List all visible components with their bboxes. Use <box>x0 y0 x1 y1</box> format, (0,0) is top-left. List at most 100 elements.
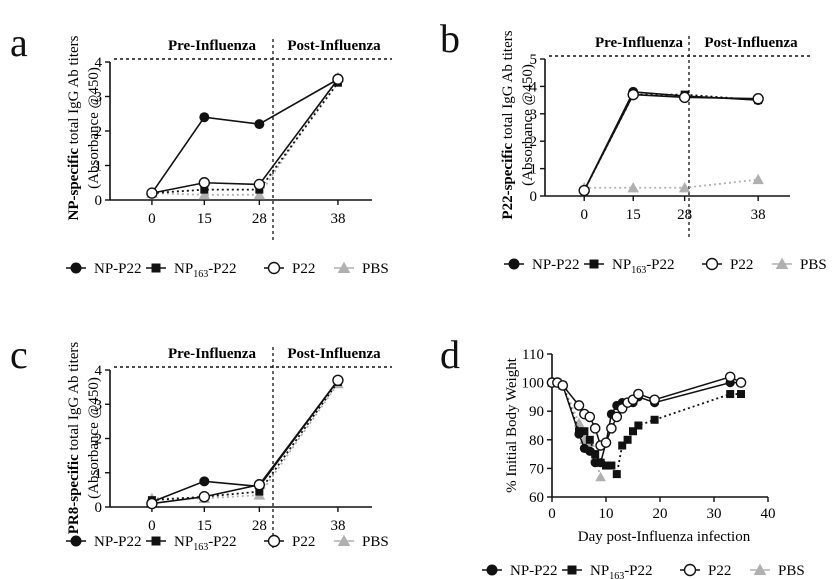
y-tick-label: 4 <box>95 363 103 379</box>
data-point <box>724 371 736 383</box>
x-tick-label: 38 <box>751 207 766 223</box>
data-point <box>600 437 612 448</box>
legend: NP-P22 NP163-P22 P22 PBS <box>66 534 389 553</box>
legend-label-sub: 163 <box>609 571 624 579</box>
series-line <box>584 178 759 189</box>
legend-label: NP163-P22 <box>174 534 237 553</box>
y-tick-label: 0 <box>95 193 103 209</box>
legend-label-main: NP <box>612 257 631 273</box>
legend-label-tail: -P22 <box>646 257 674 273</box>
series-np163-p22 <box>147 78 342 198</box>
legend-item: NP-P22 <box>66 261 142 277</box>
x-tick-label: 15 <box>626 207 641 223</box>
legend-label-main: P22 <box>292 261 315 277</box>
series-p22 <box>146 73 344 199</box>
data-point <box>737 390 745 399</box>
legend-label-sub: 163 <box>193 269 208 280</box>
data-point <box>578 184 590 197</box>
legend-item: NP163-P22 <box>146 534 237 553</box>
legend-label-tail: -P22 <box>208 261 236 277</box>
panel-letter: d <box>440 332 460 377</box>
legend-label: P22 <box>292 534 315 550</box>
data-point <box>752 173 764 185</box>
series-line <box>151 381 339 502</box>
y-tick-label: 70 <box>529 461 544 477</box>
data-point <box>650 415 659 424</box>
y-tick-label: 1 <box>95 159 103 175</box>
legend-label-main: NP-P22 <box>94 534 142 550</box>
data-point <box>253 189 266 200</box>
x-tick-label: 0 <box>148 211 156 227</box>
data-point <box>199 476 210 487</box>
series-line <box>151 78 339 194</box>
y-axis-label-rest: total IgG Ab titers <box>66 35 82 148</box>
legend-label-main: P22 <box>730 257 753 273</box>
legend-label: PBS <box>800 257 827 273</box>
phase-label-pre: Pre-Influenza <box>168 38 257 54</box>
legend-item: NP-P22 <box>66 534 142 550</box>
data-point <box>198 177 211 189</box>
series-p22 <box>578 88 764 197</box>
data-point <box>253 479 266 491</box>
y-tick-label: 4 <box>95 55 103 71</box>
legend-label-main: NP-P22 <box>532 257 580 273</box>
legend-item: PBS <box>750 563 805 579</box>
y-tick-label: 1 <box>95 466 103 482</box>
legend-marker <box>267 261 281 275</box>
legend-label-sub: 163 <box>193 542 208 553</box>
legend-label-main: NP <box>174 261 193 277</box>
legend-label: NP163-P22 <box>174 261 237 280</box>
y-axis-label: NP-specific total IgG Ab titers <box>66 35 82 220</box>
y-tick-label: 2 <box>95 432 103 448</box>
legend-marker <box>683 563 697 577</box>
legend-label: PBS <box>362 534 389 550</box>
x-tick-label: 0 <box>148 518 156 534</box>
legend-item: PBS <box>772 257 827 273</box>
data-point <box>612 470 621 479</box>
data-point <box>596 458 606 468</box>
data-point <box>602 461 610 470</box>
legend-label: P22 <box>708 563 731 579</box>
x-tick-label: 30 <box>707 506 722 522</box>
data-point <box>199 112 210 123</box>
data-point <box>595 471 606 482</box>
y-axis-label-units: (Absorbance @450) <box>86 67 102 189</box>
data-point <box>332 73 344 85</box>
data-point <box>584 411 596 423</box>
phase-label-post: Post-Influenza <box>704 35 798 51</box>
panel-c: c Pre-Influenza Post-Influenza 0 1 2 3 4 0 15 28 38… <box>10 332 392 549</box>
data-point <box>678 182 691 193</box>
y-tick-label: 3 <box>95 90 103 106</box>
legend-label: P22 <box>292 261 315 277</box>
series-p22 <box>546 371 747 451</box>
data-point <box>611 411 623 423</box>
data-point <box>607 461 616 470</box>
legend-item: NP163-P22 <box>146 261 237 280</box>
legend-label-main: PBS <box>778 563 805 579</box>
data-point <box>200 185 209 194</box>
data-point <box>573 400 585 411</box>
series-line <box>583 93 759 191</box>
legend-label: NP163-P22 <box>590 563 653 579</box>
phase-label-pre: Pre-Influenza <box>595 35 684 51</box>
y-tick-label: 4 <box>530 79 538 95</box>
x-tick-label: 38 <box>330 518 345 534</box>
x-tick-label: 38 <box>330 211 345 227</box>
legend-marker <box>151 263 161 273</box>
y-tick-label: 90 <box>529 404 544 420</box>
data-point <box>198 189 211 200</box>
legend-marker <box>567 565 577 575</box>
legend-marker <box>337 261 351 274</box>
y-axis-label-rest: total IgG Ab titers <box>66 342 82 455</box>
x-tick-label: 0 <box>548 506 556 522</box>
x-tick-label: 20 <box>653 506 668 522</box>
data-point <box>574 429 584 439</box>
legend-marker <box>70 535 82 547</box>
legend-label-sub: 163 <box>631 265 646 276</box>
data-point <box>606 423 617 434</box>
data-point <box>254 119 265 130</box>
data-point <box>253 178 266 191</box>
data-point <box>752 93 764 105</box>
data-point <box>629 427 637 436</box>
